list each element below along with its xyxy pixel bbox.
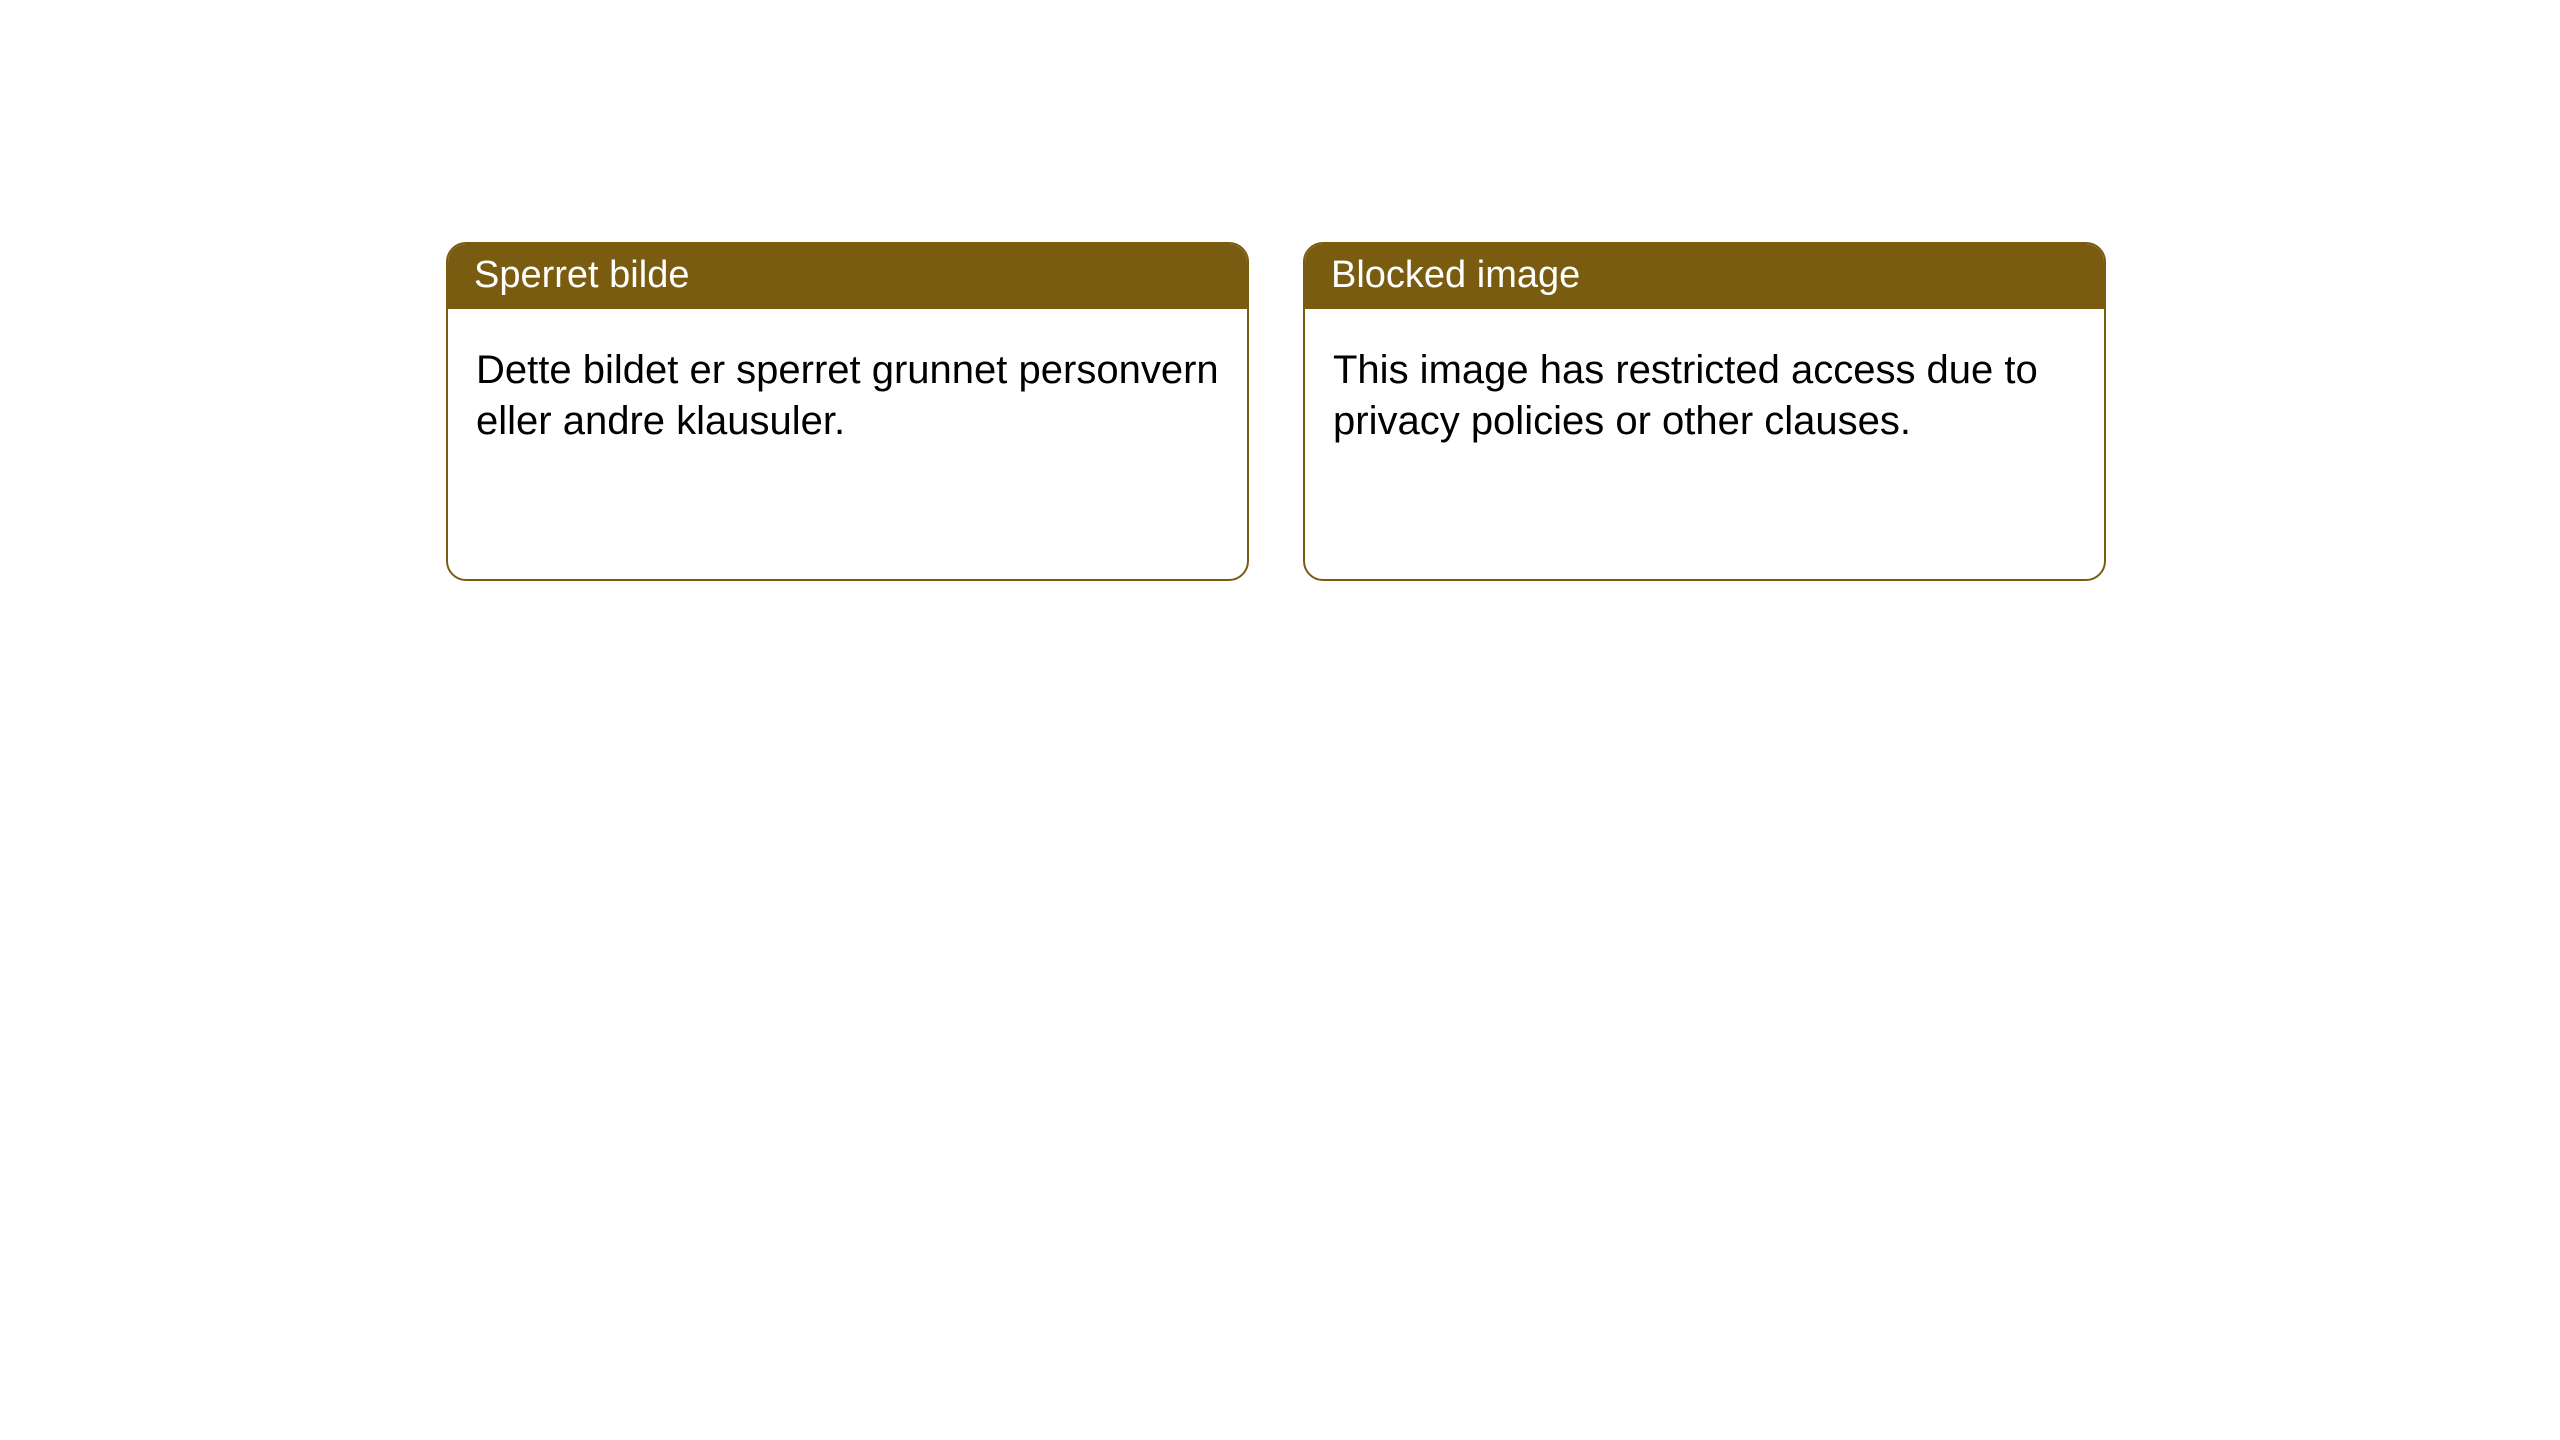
card-body: Dette bildet er sperret grunnet personve…	[448, 309, 1247, 579]
card-title: Blocked image	[1331, 254, 1580, 296]
card-message: Dette bildet er sperret grunnet personve…	[476, 348, 1219, 443]
card-title: Sperret bilde	[474, 254, 689, 296]
card-message: This image has restricted access due to …	[1333, 348, 2038, 443]
card-header: Blocked image	[1305, 244, 2104, 309]
notice-card-english: Blocked image This image has restricted …	[1303, 242, 2106, 581]
card-header: Sperret bilde	[448, 244, 1247, 309]
notice-card-norwegian: Sperret bilde Dette bildet er sperret gr…	[446, 242, 1249, 581]
notice-container: Sperret bilde Dette bildet er sperret gr…	[0, 0, 2560, 581]
card-body: This image has restricted access due to …	[1305, 309, 2104, 579]
